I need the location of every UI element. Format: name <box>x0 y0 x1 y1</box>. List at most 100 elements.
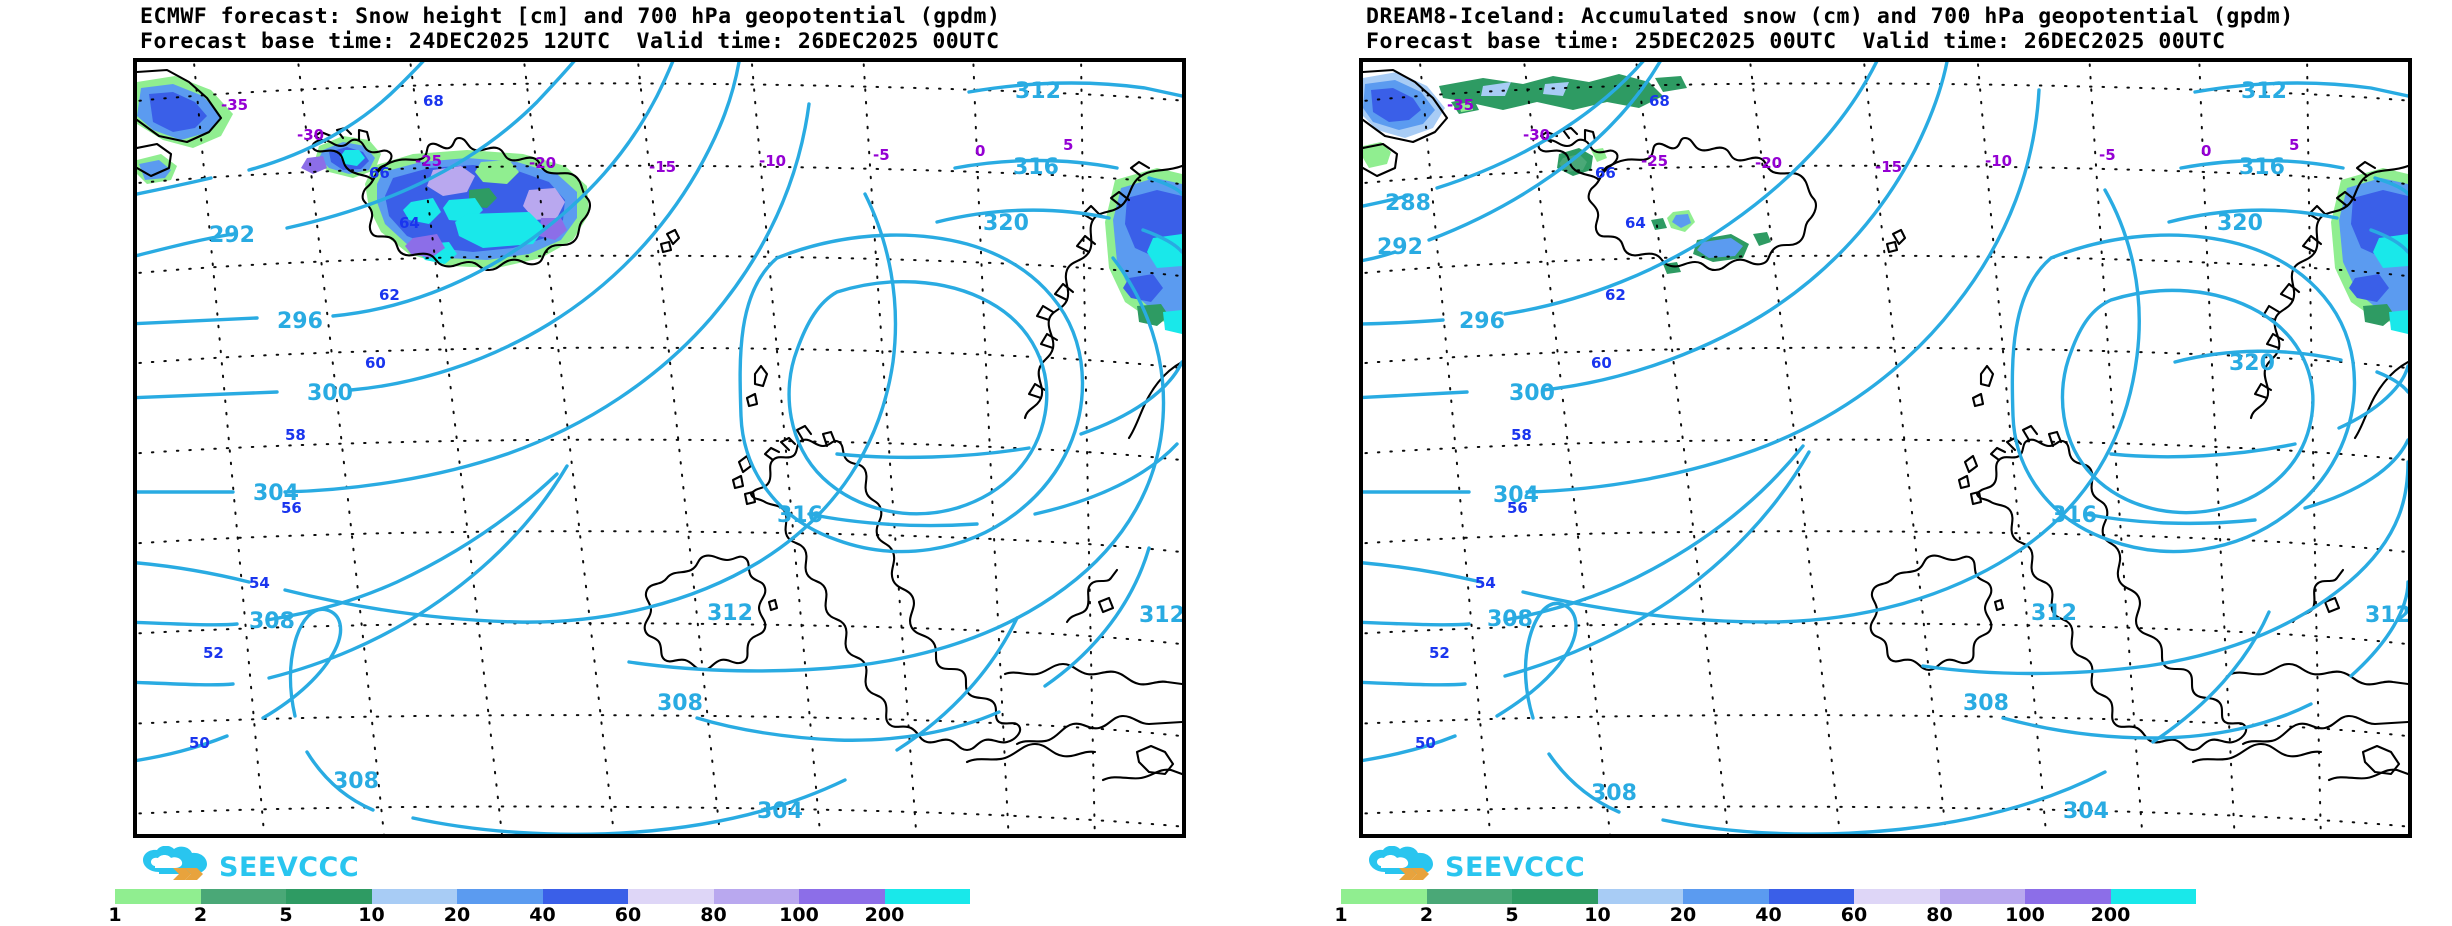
cloud-icon <box>1369 846 1433 874</box>
colorbar-swatch <box>1854 889 1940 904</box>
colorbar-tick-label: 5 <box>1505 904 1519 926</box>
colorbar-swatch <box>286 889 372 904</box>
logo-text: SEEVCCC <box>219 852 359 883</box>
contour-label: 312 <box>1139 603 1182 628</box>
geopotential-contours <box>137 62 1182 834</box>
colorbar-swatches-ecmwf <box>115 889 970 904</box>
panel-dream8-valid-time: Valid time: 26DEC2025 00UTC <box>1862 29 2226 54</box>
latitude-label: 68 <box>1649 92 1670 110</box>
latitude-label: 50 <box>189 734 210 752</box>
colorbar-tick-label: 2 <box>193 904 208 926</box>
colorbar-swatch <box>2110 889 2196 904</box>
colorbar-tick-label: 1 <box>108 904 122 926</box>
colorbar-swatch <box>1426 889 1512 904</box>
colorbar-swatch <box>799 889 885 904</box>
contour-label: 300 <box>1509 381 1555 406</box>
panel-dream8-base-time: Forecast base time: 25DEC2025 00UTC <box>1366 29 1837 54</box>
colorbar-tick-label: 200 <box>2090 904 2131 926</box>
panel-ecmwf-valid-time: Valid time: 26DEC2025 00UTC <box>636 29 1000 54</box>
latitude-label: 58 <box>285 426 306 444</box>
panel-dream8-titles: DREAM8-Iceland: Accumulated snow (cm) an… <box>1366 4 2436 54</box>
colorbar-tick-label: 20 <box>443 904 471 926</box>
longitude-label: -10 <box>1985 152 2012 170</box>
latitude-label: 66 <box>369 164 390 182</box>
colorbar-swatch <box>115 889 201 904</box>
latitude-label: 58 <box>1511 426 1532 444</box>
longitude-label: -35 <box>221 96 248 114</box>
logo-text: SEEVCCC <box>1445 852 1585 883</box>
colorbar-tick-label: 10 <box>358 904 385 926</box>
colorbar-swatch <box>1939 889 2025 904</box>
latitude-label: 60 <box>365 354 386 372</box>
colorbar-tick-label: 40 <box>529 904 556 926</box>
colorbar-swatch <box>1768 889 1854 904</box>
colorbar-swatch <box>371 889 457 904</box>
colorbar-swatch <box>713 889 799 904</box>
arrow-icon <box>173 868 203 880</box>
colorbar-swatch <box>1341 889 1427 904</box>
contour-label: 288 <box>1385 191 1431 216</box>
latitude-label: 52 <box>1429 644 1450 662</box>
colorbar-swatch <box>1597 889 1683 904</box>
longitude-label: -5 <box>2099 146 2116 164</box>
graticule <box>137 62 1182 834</box>
contour-label: 316 <box>2239 155 2285 180</box>
longitude-label: -25 <box>1641 152 1668 170</box>
longitude-label: -20 <box>1755 154 1782 172</box>
panel-dream8-subtitle: Forecast base time: 25DEC2025 00UTC Valid… <box>1366 29 2436 54</box>
colorbar-swatch <box>628 889 714 904</box>
colorbar-tick-label: 5 <box>279 904 293 926</box>
panel-ecmwf-base-time: Forecast base time: 24DEC2025 12UTC <box>140 29 611 54</box>
panel-ecmwf: ECMWF forecast: Snow height [cm] and 700… <box>0 0 1226 926</box>
colorbar-dream8[interactable]: 1 2 5 10 20 40 60 80 100 200 <box>1316 889 2216 926</box>
contour-label: 308 <box>1963 691 2009 716</box>
contour-label: 308 <box>249 609 295 634</box>
seevccc-logo: SEEVCCC <box>139 846 364 884</box>
longitude-label: -30 <box>297 126 324 144</box>
longitude-label: -35 <box>1447 96 1474 114</box>
longitude-label: 5 <box>1063 136 1073 154</box>
colorbar-tick-label: 100 <box>779 904 819 926</box>
contour-label: 304 <box>253 481 299 506</box>
contour-label: 312 <box>707 601 753 626</box>
latitude-label: 64 <box>1625 214 1646 232</box>
map-ecmwf[interactable]: 292 296 300 304 308 308 308 312 312 316 … <box>133 58 1186 838</box>
contour-label: 292 <box>209 223 255 248</box>
panel-dream8-title: DREAM8-Iceland: Accumulated snow (cm) an… <box>1366 4 2294 29</box>
colorbar-tick-label: 10 <box>1584 904 1611 926</box>
latitude-label: 56 <box>281 499 302 517</box>
latitude-label: 54 <box>249 574 270 592</box>
contour-label: 296 <box>277 309 323 334</box>
colorbar-swatch <box>884 889 970 904</box>
latitude-label: 52 <box>203 644 224 662</box>
colorbar-swatch <box>1683 889 1769 904</box>
map-ecmwf-canvas: 292 296 300 304 308 308 308 312 312 316 … <box>137 62 1182 834</box>
colorbar-ecmwf[interactable]: 1 2 5 10 20 40 60 80 100 200 <box>90 889 990 926</box>
colorbar-swatch <box>1512 889 1598 904</box>
longitude-label: -15 <box>649 158 676 176</box>
latitude-label: 54 <box>1475 574 1496 592</box>
contour-label: 308 <box>1591 781 1637 806</box>
graticule <box>1363 62 2408 834</box>
colorbar-swatch <box>200 889 286 904</box>
contour-label: 316 <box>1013 155 1059 180</box>
colorbar-tick-label: 60 <box>614 904 642 926</box>
longitude-label: -30 <box>1523 126 1550 144</box>
colorbar-tick-label: 20 <box>1669 904 1697 926</box>
contour-label: 292 <box>1377 235 1423 260</box>
contour-label: 312 <box>2365 603 2408 628</box>
contour-label: 312 <box>2031 601 2077 626</box>
contour-label: 296 <box>1459 309 1505 334</box>
contour-label: 308 <box>1487 607 1533 632</box>
colorbar-tick-label: 1 <box>1334 904 1348 926</box>
colorbar-tick-label: 200 <box>864 904 905 926</box>
legend-row-dream8: SEEVCCC <box>1359 846 2412 884</box>
contour-label: 320 <box>2217 211 2263 236</box>
latitude-label: 60 <box>1591 354 1612 372</box>
panel-ecmwf-subtitle: Forecast base time: 24DEC2025 12UTC Valid… <box>140 29 1210 54</box>
coastlines <box>1363 68 2408 782</box>
panel-ecmwf-titles: ECMWF forecast: Snow height [cm] and 700… <box>140 4 1210 54</box>
longitude-label: -25 <box>415 152 442 170</box>
map-dream8[interactable]: 288 292 296 300 304 308 308 308 312 312 … <box>1359 58 2412 838</box>
